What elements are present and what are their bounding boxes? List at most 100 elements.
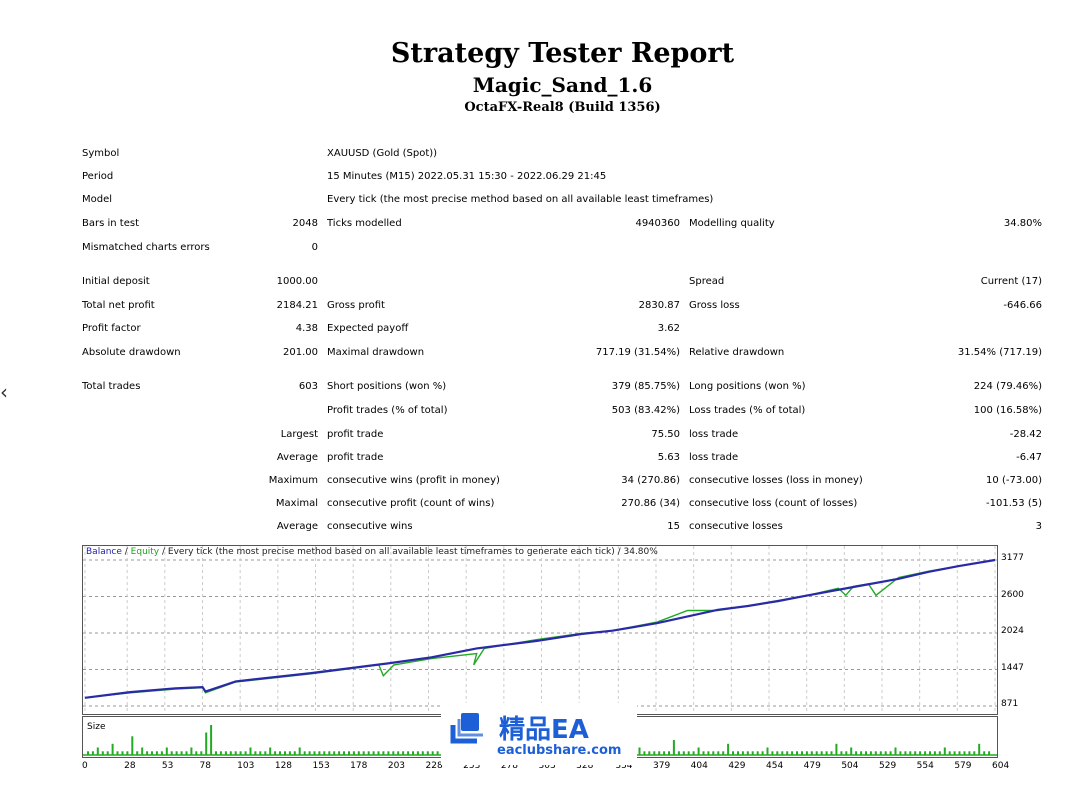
size-label: Size [87,722,106,732]
size-bar [87,751,89,756]
profit-factor-label: Profit factor [82,323,141,334]
size-bar [786,751,789,756]
size-bar [357,751,360,756]
watermark: 精品EA eaclubshare.com [441,703,637,765]
x-tick-label: 529 [879,761,897,771]
size-bar [180,751,183,756]
largest-profit-label: profit trade [327,429,384,440]
watermark-title: 精品EA [499,715,589,745]
size-bar [362,751,365,756]
x-tick-label: 153 [312,761,330,771]
size-bar [165,747,168,755]
size-bar [170,751,173,756]
size-bar [746,751,749,756]
legend-equity: Equity [130,547,160,557]
size-bar [805,751,808,756]
size-bar [96,747,99,755]
x-tick-label: 579 [954,761,972,771]
avg-profit-label: profit trade [327,452,384,463]
report-title: Strategy Tester Report [390,38,735,69]
size-bar [348,751,350,756]
quality-label: Modelling quality [689,218,775,229]
size-bar [234,751,237,756]
size-bar [367,751,370,756]
size-bar [914,751,917,756]
size-bar [338,751,341,756]
net-profit-label: Total net profit [82,300,155,311]
avg-loss-value: -6.47 [1016,452,1042,463]
initial-deposit-label: Initial deposit [82,276,150,287]
size-bar [825,751,828,756]
x-tick-label: 379 [653,761,671,771]
balance-chart-svg [83,546,997,714]
avg-profit-value: 5.63 [657,452,680,463]
size-bar [973,751,976,756]
profit-trades-label: Profit trades (% of total) [327,405,448,416]
server-build: OctaFX-Real8 (Build 1356) [464,100,661,115]
size-bar [741,751,744,756]
profit-factor-value: 4.38 [295,323,318,334]
size-bar [983,751,986,756]
size-bar [771,751,774,756]
size-bar [737,751,739,756]
chevron-left-icon[interactable]: ‹ [0,380,8,404]
legend-sep: / [121,547,131,557]
y-tick-label: 3177 [1001,553,1024,563]
size-bar [899,751,902,756]
size-bar [712,751,715,756]
maximal-cons-profit-label: consecutive profit (count of wins) [327,498,495,509]
avg-loss-label: loss trade [689,452,739,463]
size-bar [313,751,316,756]
expected-payoff-label: Expected payoff [327,323,409,334]
y-tick-label: 871 [1001,699,1019,709]
size-bar [131,736,134,756]
size-bar [239,751,242,756]
size-bar [116,751,119,756]
size-bar [195,751,198,756]
average-label: Average [276,452,318,463]
average2-label: Average [276,521,318,532]
size-bar [756,751,759,756]
size-bar [288,751,291,756]
expected-payoff-value: 3.62 [657,323,680,334]
largest-label: Largest [280,429,318,440]
size-bar [190,747,193,755]
max-cons-wins-label: consecutive wins (profit in money) [327,475,500,486]
quality-value: 34.80% [1003,218,1042,229]
size-bar [894,747,897,755]
size-bar [682,751,685,756]
size-bar [284,751,286,756]
maximal-cons-profit-value: 270.86 (34) [621,498,680,509]
avg-cons-wins-label: consecutive wins [327,521,413,532]
size-bar [308,751,311,756]
size-bar [269,747,272,755]
size-bar [963,751,966,756]
size-bar [938,751,941,756]
size-bar [323,751,326,756]
size-bar [766,747,769,755]
size-bar [830,751,833,756]
size-bar [426,751,429,756]
size-bar [210,725,213,755]
gross-profit-label: Gross profit [327,300,385,311]
size-bar [416,751,419,756]
chart-legend: Balance / Equity / Every tick (the most … [86,547,658,557]
size-bar [884,751,887,756]
size-bar [929,751,931,756]
ea-name: Magic_Sand_1.6 [472,73,653,97]
largest-loss-label: loss trade [689,429,739,440]
size-bar [293,751,296,756]
size-bar [840,751,843,756]
size-bar [303,751,306,756]
size-bar [318,751,321,756]
total-trades-label: Total trades [82,381,141,392]
x-tick-label: 354 [615,761,633,771]
size-bar [160,751,163,756]
size-bar [126,751,129,756]
abs-dd-label: Absolute drawdown [82,347,181,358]
x-tick-label: 0 [82,761,88,771]
period-value: 15 Minutes (M15) 2022.05.31 15:30 - 2022… [327,171,607,182]
max-dd-value: 717.19 (31.54%) [595,347,680,358]
size-bar [874,751,877,756]
avg-cons-losses-label: consecutive losses [689,521,783,532]
